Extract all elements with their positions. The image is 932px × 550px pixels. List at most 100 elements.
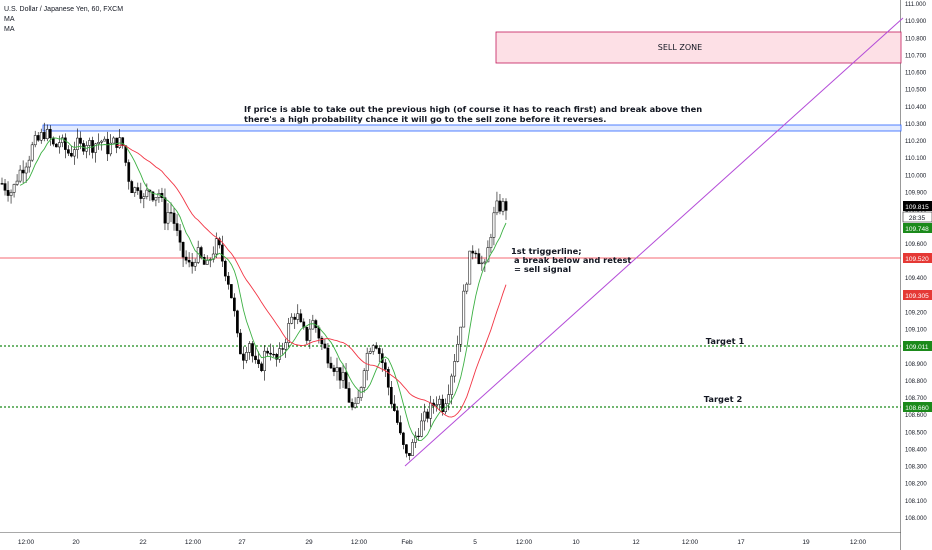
previous-high-note-line1: If price is able to take out the previou… <box>244 104 702 114</box>
price-tick-label: 109.100 <box>905 328 927 334</box>
candle-body <box>217 238 221 246</box>
target2-badge-text: 108.660 <box>905 405 929 412</box>
time-tick-label: 12:00 <box>351 539 368 546</box>
sell-zone-box[interactable] <box>495 31 902 64</box>
candle-body <box>477 253 481 265</box>
candle-body <box>245 352 248 361</box>
time-tick-label: 12:00 <box>682 539 699 546</box>
candle-body <box>9 192 13 196</box>
candle-body <box>504 201 508 211</box>
countdown-text: 28:35 <box>909 215 926 222</box>
candle-body <box>495 200 499 214</box>
candle-body <box>64 137 67 150</box>
candle-body <box>70 152 73 157</box>
candle-body <box>223 260 227 277</box>
candle-body <box>498 200 502 212</box>
candle-body <box>501 201 505 212</box>
candle-body <box>408 453 411 456</box>
candle-body <box>447 394 451 405</box>
candle-body <box>365 352 369 371</box>
ma-indicator-1[interactable]: MA <box>4 16 15 23</box>
candle-body <box>106 138 109 155</box>
candle-body <box>172 212 176 224</box>
price-tick-label: 110.900 <box>905 19 927 25</box>
candle-body <box>257 359 260 365</box>
candle-body <box>329 362 333 369</box>
candle-body <box>112 137 116 144</box>
price-tick-label: 110.300 <box>905 122 927 128</box>
price-tick-label: 108.700 <box>905 396 927 402</box>
candle-body <box>33 135 37 146</box>
price-tick-label: 111.000 <box>905 2 926 8</box>
ma-slow-badge: 109.305 <box>903 290 932 300</box>
trigger-badge-text: 109.520 <box>905 256 929 263</box>
price-tick-label: 110.100 <box>905 156 927 162</box>
candle-body <box>275 354 278 360</box>
candle-body <box>67 149 70 154</box>
candle-body <box>281 348 285 350</box>
candle-body <box>392 403 396 411</box>
candle-body <box>489 237 493 248</box>
time-axis-ticks: 12:00 20 22 12:00 27 29 12:00 Feb 5 12:00 10 12 12:0… <box>18 539 867 546</box>
candle-body <box>468 250 472 285</box>
candle-body <box>320 337 324 345</box>
candle-body <box>323 343 327 349</box>
candle-body <box>142 196 146 199</box>
candle-body <box>115 137 119 148</box>
time-tick-label: 22 <box>139 539 147 546</box>
chart-legend: U.S. Dollar / Japanese Yen, 60, FXCM MA … <box>4 5 123 35</box>
candle-body <box>202 257 206 265</box>
price-tick-label: 109.200 <box>905 310 927 316</box>
candle-body <box>396 410 399 423</box>
candle-body <box>474 252 478 255</box>
candle-body <box>184 256 188 261</box>
uptrend-line[interactable] <box>404 17 904 467</box>
price-tick-label: 110.400 <box>905 105 927 111</box>
candle-body <box>15 180 19 185</box>
candle-body <box>374 345 378 349</box>
candle-body <box>389 387 393 405</box>
candle-body <box>459 326 463 345</box>
current-price-text: 109.815 <box>905 204 929 211</box>
ma-indicator-2[interactable]: MA <box>4 26 15 33</box>
candle-body <box>405 444 408 454</box>
candle-body <box>94 143 97 153</box>
candle-body <box>36 135 40 141</box>
candle-body <box>220 244 224 262</box>
candle-body <box>248 343 251 353</box>
time-tick-label: 29 <box>305 539 313 546</box>
candle-body <box>350 402 354 408</box>
previous-high-zone[interactable] <box>42 124 902 132</box>
candle-body <box>18 169 22 182</box>
symbol-title[interactable]: U.S. Dollar / Japanese Yen, 60, FXCM <box>4 6 124 13</box>
trigger-badge: 109.520 <box>903 253 932 263</box>
price-tick-label: 108.100 <box>905 499 927 505</box>
time-tick-label: 12:00 <box>185 539 202 546</box>
candle-body <box>441 398 444 413</box>
candle-body <box>326 347 330 364</box>
candle-body <box>0 183 4 185</box>
price-tick-label: 110.800 <box>905 36 927 42</box>
candle-body <box>293 316 297 320</box>
candle-body <box>109 142 112 155</box>
sell-zone-label: SELL ZONE <box>658 43 702 52</box>
price-tick-label: 108.300 <box>905 465 927 471</box>
price-tick-label: 108.800 <box>905 379 927 385</box>
candle-body <box>296 313 300 320</box>
candle-body <box>24 166 28 174</box>
price-tick-label: 110.000 <box>905 173 927 179</box>
target1-badge-text: 109.011 <box>905 344 928 351</box>
candle-body <box>154 197 158 201</box>
candle-body <box>30 144 34 161</box>
candle-body <box>462 290 466 328</box>
candle-body <box>103 138 106 142</box>
price-tick-label: 108.500 <box>905 430 927 436</box>
time-tick-label: 19 <box>802 539 810 546</box>
candle-body <box>269 352 272 355</box>
time-tick-label: 5 <box>473 539 477 546</box>
candle-body <box>254 355 257 361</box>
candle-body <box>311 320 315 330</box>
candle-body <box>151 191 155 201</box>
candle-body <box>136 187 140 191</box>
